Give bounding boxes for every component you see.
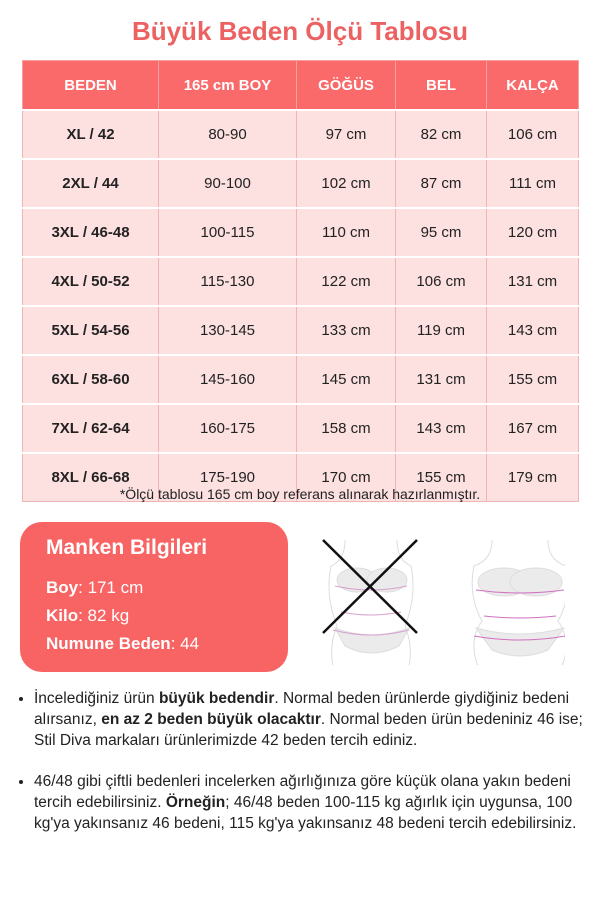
text: . Normal beden ürün bedeniniz 46 ise; St… [34, 711, 583, 749]
table-cell: 133 cm [296, 305, 396, 356]
table-cell: XL / 42 [22, 109, 159, 160]
table-cell: 3XL / 46-48 [22, 207, 159, 258]
table-row: 8XL / 66-68 175-190 170 cm 155 cm 179 cm [22, 452, 579, 502]
table-cell: 122 cm [296, 256, 396, 307]
size-table: BEDEN 165 cm BOY GÖĞÜS BEL KALÇA XL / 42 80-9… [22, 60, 579, 502]
model-info-title: Manken Bilgileri [46, 536, 208, 559]
text: ; 46/48 beden 100-115 kg ağırlık için uy… [34, 794, 577, 832]
table-cell: 158 cm [296, 403, 396, 454]
model-sample-size: Numune Beden: 44 [46, 634, 200, 653]
table-cell: 90-100 [158, 158, 297, 209]
table-cell: 7XL / 62-64 [22, 403, 159, 454]
column-header: BEL [395, 60, 487, 111]
table-cell: 131 cm [395, 354, 487, 405]
column-header: GÖĞÜS [296, 60, 396, 111]
info-list: İncelediğiniz ürün büyük bedendir. Norma… [10, 688, 600, 854]
table-cell: 97 cm [296, 109, 396, 160]
table-cell: 167 cm [486, 403, 579, 454]
table-cell: 106 cm [486, 109, 579, 160]
table-cell: 119 cm [395, 305, 487, 356]
table-cell: 87 cm [395, 158, 487, 209]
text: . Normal beden ürünlerde giydiğiniz bede… [34, 690, 570, 728]
table-cell: 6XL / 58-60 [22, 354, 159, 405]
table-row: 5XL / 54-56 130-145 133 cm 119 cm 143 cm [22, 305, 579, 356]
table-cell: 120 cm [486, 207, 579, 258]
table-cell: 143 cm [486, 305, 579, 356]
table-row: 6XL / 58-60 145-160 145 cm 131 cm 155 cm [22, 354, 579, 405]
table-cell: 179 cm [486, 452, 579, 502]
text: 46/48 gibi çiftli bedenleri incelerken a… [34, 773, 571, 811]
bold-text: büyük bedendir [158, 690, 275, 707]
column-header: 165 cm BOY [158, 60, 297, 111]
table-row: XL / 42 80-90 97 cm 82 cm 106 cm [22, 109, 579, 160]
table-cell: 4XL / 50-52 [22, 256, 159, 307]
table-cell: 8XL / 66-68 [22, 452, 159, 502]
table-cell: 160-175 [158, 403, 297, 454]
table-cell: 131 cm [486, 256, 579, 307]
text: İncelediğiniz ürün [34, 690, 159, 707]
table-cell: 82 cm [395, 109, 487, 160]
table-row: 7XL / 62-64 160-175 158 cm 143 cm 167 cm [22, 403, 579, 454]
list-item: İncelediğiniz ürün büyük bedendir. Norma… [34, 688, 600, 751]
table-cell: 143 cm [395, 403, 487, 454]
table-cell: 145-160 [158, 354, 297, 405]
table-cell: 145 cm [296, 354, 396, 405]
table-cell: 102 cm [296, 158, 396, 209]
model-height: Boy: 171 cm [46, 578, 144, 597]
table-cell: 115-130 [158, 256, 297, 307]
table-cell: 106 cm [395, 256, 487, 307]
table-row: 4XL / 50-52 115-130 122 cm 106 cm 131 cm [22, 256, 579, 307]
bold-text: Örneğin [165, 794, 226, 811]
table-cell: 130-145 [158, 305, 297, 356]
table-cell: 95 cm [395, 207, 487, 258]
table-cell: 80-90 [158, 109, 297, 160]
column-header: BEDEN [22, 60, 159, 111]
table-note: *Ölçü tablosu 165 cm boy referans alınar… [119, 486, 481, 502]
correct-body-figure [471, 539, 565, 665]
table-cell: 155 cm [486, 354, 579, 405]
bold-text: en az 2 beden büyük olacaktır [101, 711, 321, 728]
list-item: 46/48 gibi çiftli bedenleri incelerken a… [34, 771, 600, 834]
table-cell: 100-115 [158, 207, 297, 258]
table-cell: 110 cm [296, 207, 396, 258]
model-info-card: Manken Bilgileri Boy: 171 cm Kilo: 82 kg… [20, 522, 288, 672]
table-cell: 170 cm [296, 452, 396, 502]
table-cell: 5XL / 54-56 [22, 305, 159, 356]
table-row: 2XL / 44 90-100 102 cm 87 cm 111 cm [22, 158, 579, 209]
model-weight: Kilo: 82 kg [46, 606, 130, 625]
table-row: 3XL / 46-48 100-115 110 cm 95 cm 120 cm [22, 207, 579, 258]
page-title: Büyük Beden Ölçü Tablosu [131, 16, 469, 46]
body-shape-illustration [322, 539, 565, 665]
table-cell: 111 cm [486, 158, 579, 209]
cross-icon [322, 539, 418, 634]
table-cell: 2XL / 44 [22, 158, 159, 209]
wrong-body-figure [328, 539, 414, 665]
column-header: KALÇA [486, 60, 579, 111]
